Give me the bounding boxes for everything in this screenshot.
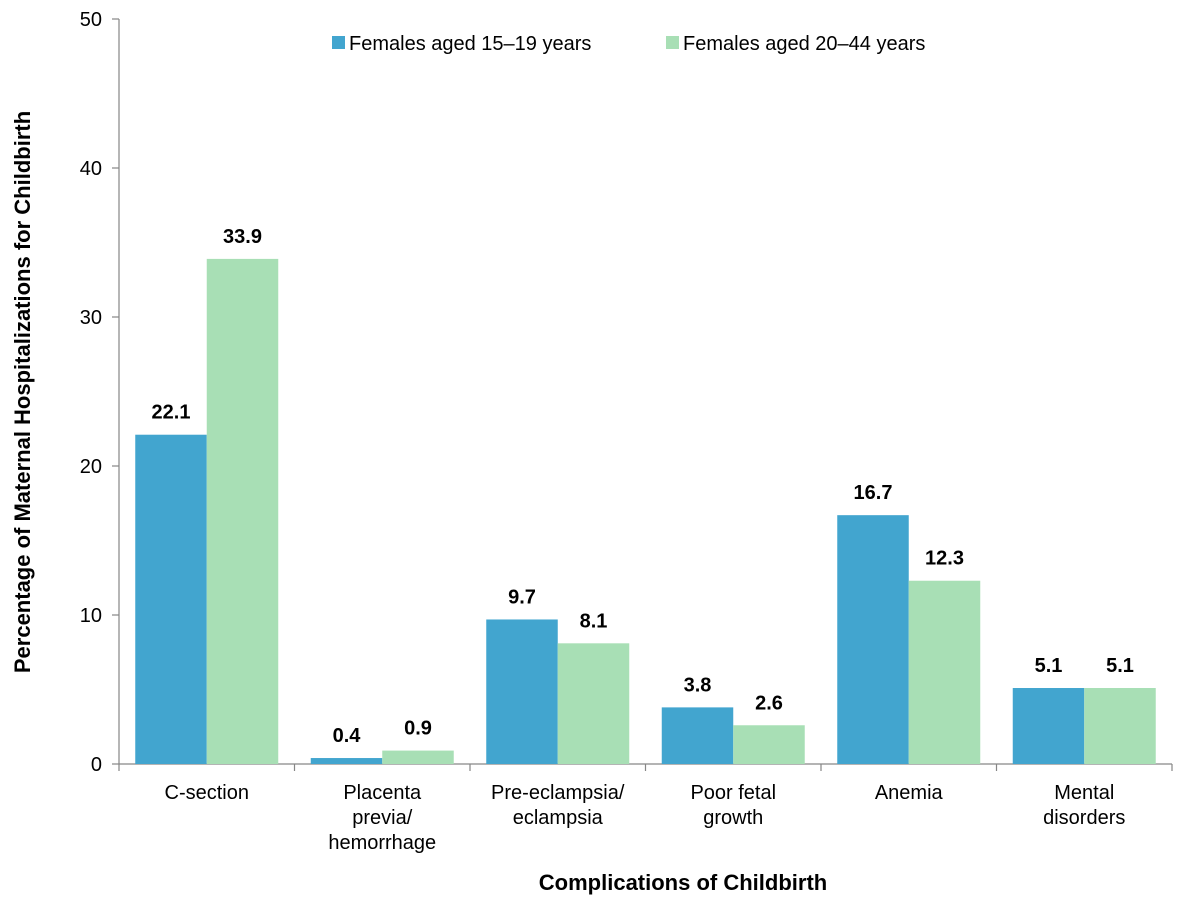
data-label-series-1: 9.7 xyxy=(508,586,536,608)
y-tick-label: 50 xyxy=(80,9,102,31)
legend-swatch-series-2 xyxy=(666,36,679,49)
category-label: Anemia xyxy=(875,782,944,804)
data-label-series-2: 33.9 xyxy=(223,226,262,248)
category-label-line: Mental xyxy=(1054,782,1114,804)
category-label-line: Poor fetal xyxy=(690,782,776,804)
category-label-line: disorders xyxy=(1043,807,1125,829)
y-tick-label: 40 xyxy=(80,158,102,180)
bar-series-1 xyxy=(661,707,734,764)
legend-label-series-2: Females aged 20–44 years xyxy=(683,33,925,55)
bar-series-2 xyxy=(1084,688,1156,764)
bar-series-2 xyxy=(206,258,279,764)
bar-series-2 xyxy=(557,643,630,764)
bar-series-2 xyxy=(382,750,454,764)
data-label-series-2: 12.3 xyxy=(925,548,964,570)
y-tick-label: 30 xyxy=(80,307,102,329)
bar-series-1 xyxy=(837,515,909,764)
category-label-line: previa/ xyxy=(352,807,412,829)
category-label: Poor fetal growth xyxy=(690,782,776,829)
category-label: Mental disorders xyxy=(1043,782,1125,829)
y-tick-label: 0 xyxy=(91,754,102,776)
data-label-series-2: 5.1 xyxy=(1106,655,1134,677)
data-label-series-2: 2.6 xyxy=(755,692,783,714)
data-label-series-1: 5.1 xyxy=(1035,655,1063,677)
legend-label-series-1: Females aged 15–19 years xyxy=(349,33,591,55)
category-label: Placenta previa/hemorrhage xyxy=(328,782,436,854)
bar-series-2 xyxy=(733,725,805,764)
bar-series-1 xyxy=(1012,688,1085,764)
category-label: C-section xyxy=(165,782,249,804)
data-label-series-2: 0.9 xyxy=(404,718,432,740)
bar-series-1 xyxy=(135,434,207,764)
y-axis-title: Percentage of Maternal Hospitalizations … xyxy=(10,111,35,673)
y-tick-label: 20 xyxy=(80,456,102,478)
category-label-line: Pre-eclampsia/ xyxy=(491,782,625,804)
category-label-line: growth xyxy=(703,807,763,829)
category-label-line: eclampsia xyxy=(513,807,604,829)
legend: Females aged 15–19 years Females aged 20… xyxy=(332,33,925,55)
data-label-series-1: 0.4 xyxy=(333,725,362,747)
category-label: Pre-eclampsia/eclampsia xyxy=(491,782,625,829)
data-label-series-1: 3.8 xyxy=(684,674,712,696)
bar-series-1 xyxy=(486,619,558,764)
data-label-series-2: 8.1 xyxy=(580,610,608,632)
legend-swatch-series-1 xyxy=(332,36,345,49)
category-label-line: Placenta xyxy=(343,782,422,804)
y-tick-label: 10 xyxy=(80,605,102,627)
category-label-line: Anemia xyxy=(875,782,944,804)
data-label-series-1: 16.7 xyxy=(854,482,893,504)
bar-series-1 xyxy=(310,758,383,764)
plot-area: 0 10 20 30 40 50 22.1 0.4 9.7 3.8 16.7 5.1 33.9 0.9 8.… xyxy=(80,9,1173,854)
x-axis-title: Complications of Childbirth xyxy=(539,870,827,895)
category-label-line: C-section xyxy=(165,782,249,804)
data-label-series-1: 22.1 xyxy=(152,402,191,424)
category-label-line: hemorrhage xyxy=(328,832,436,854)
bar-series-2 xyxy=(908,580,981,764)
